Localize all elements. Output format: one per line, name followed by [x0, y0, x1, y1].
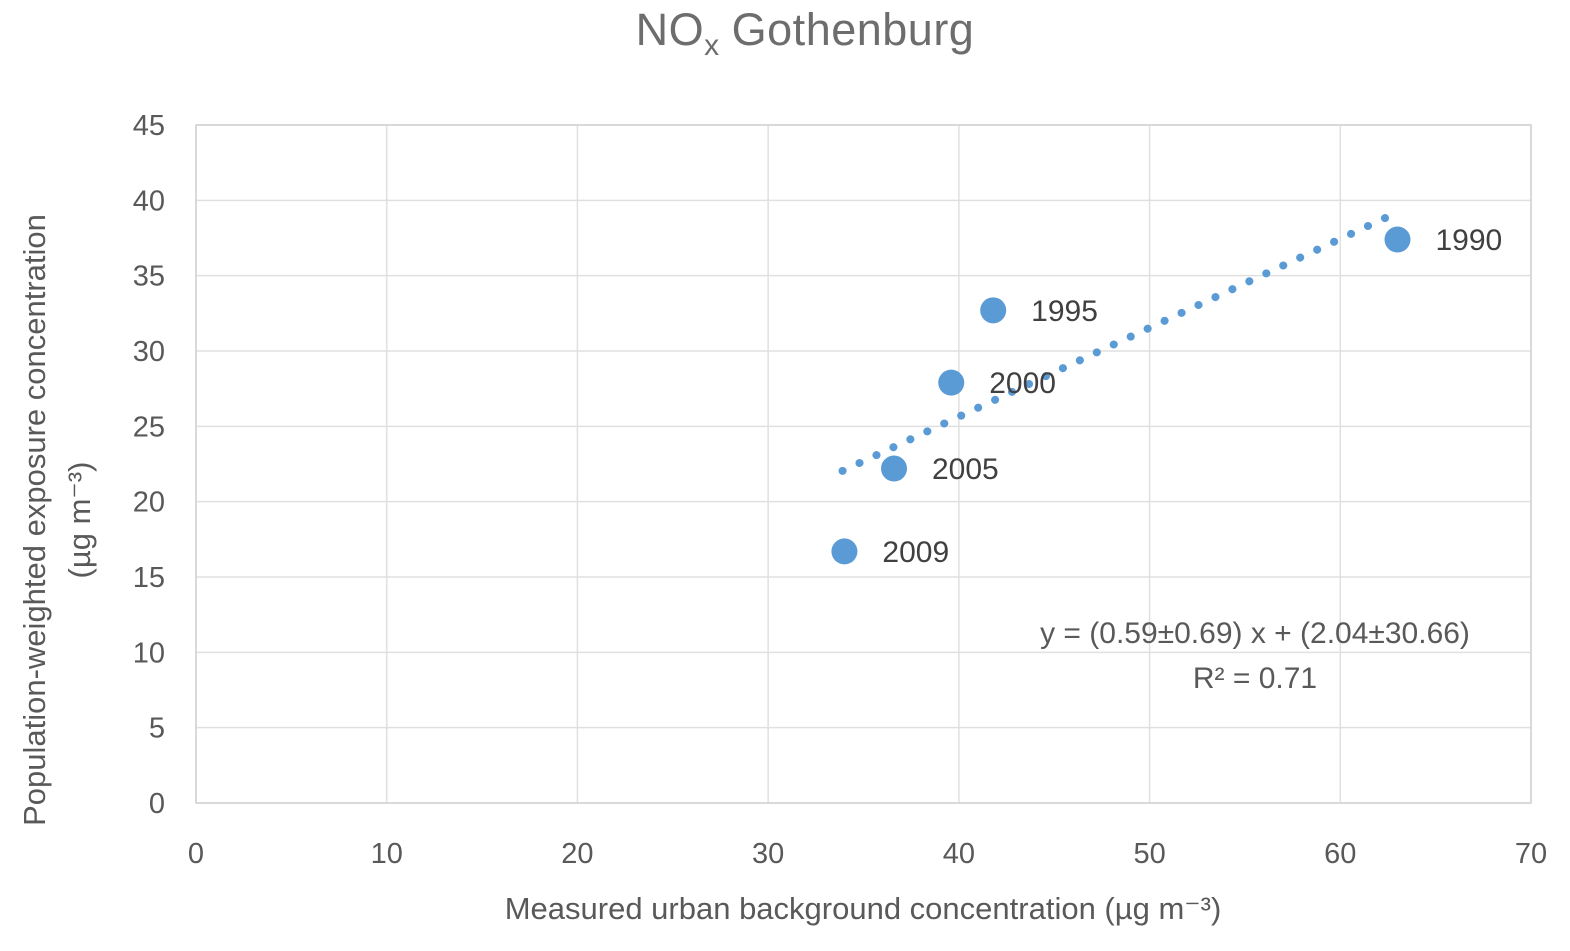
- title-pre: NO: [635, 4, 705, 55]
- y-tick-label-5: 5: [149, 713, 165, 745]
- y-tick-label-40: 40: [133, 185, 165, 217]
- data-point-1995: [980, 297, 1007, 324]
- x-tick-label-20: 20: [561, 838, 593, 870]
- data-point-label-2009: 2009: [882, 536, 949, 569]
- x-tick-label-10: 10: [371, 838, 403, 870]
- data-point-label-2005: 2005: [932, 453, 999, 486]
- x-tick-label-0: 0: [188, 838, 204, 870]
- trendline: [838, 207, 1404, 475]
- y-tick-label-10: 10: [133, 637, 165, 669]
- y-tick-label-45: 45: [133, 110, 165, 142]
- y-tick-label-25: 25: [133, 411, 165, 443]
- x-tick-label-70: 70: [1515, 838, 1547, 870]
- y-axis-title-line2: (µg m⁻³): [62, 461, 97, 579]
- x-axis-title: Measured urban background concentration …: [504, 891, 1222, 926]
- title-subscript: x: [704, 29, 720, 62]
- y-tick-label-30: 30: [133, 336, 165, 368]
- plot-border: [195, 124, 1532, 804]
- title-post: Gothenburg: [731, 4, 975, 55]
- chart-title: NOx Gothenburg: [636, 4, 975, 63]
- y-axis-title-line1: Population-weighted exposure concentrati…: [17, 214, 52, 826]
- data-point-1990: [1384, 226, 1411, 253]
- equation-text: y = (0.59±0.69) x + (2.04±30.66): [1040, 617, 1470, 650]
- trendline-annotation: y = (0.59±0.69) x + (2.04±30.66) R² = 0.…: [1040, 611, 1470, 701]
- y-tick-label-0: 0: [149, 788, 165, 820]
- data-point-2005: [881, 455, 908, 482]
- y-tick-label-15: 15: [133, 562, 165, 594]
- y-tick-label-20: 20: [133, 487, 165, 519]
- y-axis-title: Population-weighted exposure concentrati…: [12, 95, 104, 945]
- r-squared-text: R² = 0.71: [1192, 662, 1318, 695]
- data-point-label-1990: 1990: [1436, 224, 1503, 257]
- x-tick-label-60: 60: [1324, 838, 1356, 870]
- y-tick-label-35: 35: [133, 261, 165, 293]
- x-tick-label-50: 50: [1133, 838, 1165, 870]
- data-point-label-2000: 2000: [989, 367, 1056, 400]
- x-tick-label-40: 40: [943, 838, 975, 870]
- x-tick-label-30: 30: [752, 838, 784, 870]
- data-point-label-1995: 1995: [1031, 295, 1098, 328]
- data-point-2009: [831, 538, 858, 565]
- data-point-2000: [938, 369, 965, 396]
